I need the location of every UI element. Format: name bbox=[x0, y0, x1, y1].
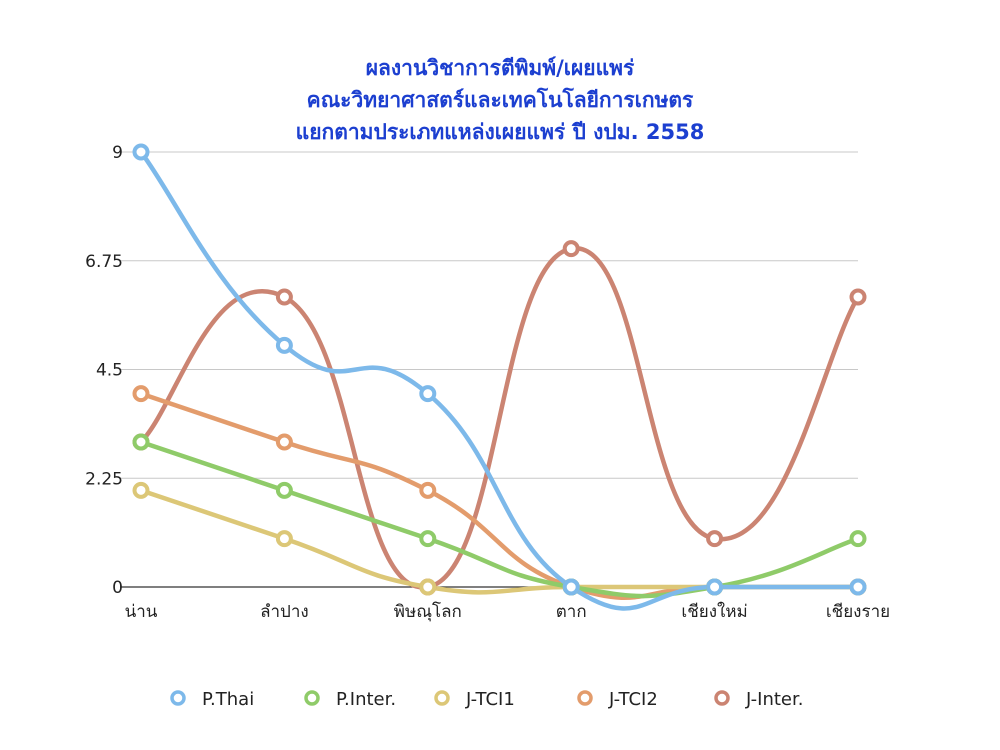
data-point-p-inter bbox=[132, 433, 150, 451]
x-tick-label: พิษณุโลก bbox=[394, 601, 462, 622]
data-point-j-tci2 bbox=[419, 481, 437, 499]
legend-label-j-tci1: J-TCI1 bbox=[465, 689, 515, 710]
series-line-j-inter bbox=[138, 246, 861, 590]
x-tick-label: น่าน bbox=[125, 602, 158, 622]
data-point-p-inter bbox=[419, 530, 437, 548]
data-point-p-thai bbox=[419, 385, 437, 403]
legend-label-p-thai: P.Thai bbox=[202, 689, 254, 710]
data-point-j-tci2 bbox=[132, 385, 150, 403]
data-point-j-tci2 bbox=[275, 433, 293, 451]
series-line-p-thai bbox=[138, 149, 861, 611]
x-tick-label: เชียงราย bbox=[826, 602, 890, 622]
data-point-p-thai bbox=[275, 336, 293, 354]
legend-label-j-inter: J-Inter. bbox=[745, 689, 803, 710]
y-tick-label: 6.75 bbox=[85, 252, 123, 272]
data-point-p-thai bbox=[849, 578, 867, 596]
data-point-p-inter bbox=[275, 481, 293, 499]
y-tick-label: 2.25 bbox=[85, 469, 123, 489]
y-tick-label: 4.5 bbox=[96, 361, 123, 381]
data-point-p-thai bbox=[132, 143, 150, 161]
x-tick-label: ตาก bbox=[556, 602, 587, 622]
data-point-j-inter bbox=[562, 240, 580, 258]
data-point-j-inter bbox=[706, 530, 724, 548]
legend-marker-j-tci1 bbox=[434, 690, 450, 706]
x-tick-label: ลำปาง bbox=[260, 602, 309, 622]
data-point-j-tci1 bbox=[132, 481, 150, 499]
y-tick-label: 9 bbox=[112, 143, 123, 163]
legend-marker-p-inter bbox=[304, 690, 320, 706]
chart-title-line-3: แยกตามประเภทแหล่งเผยแพร่ ปี งปม. 2558 bbox=[295, 120, 705, 144]
legend-marker-j-inter bbox=[714, 690, 730, 706]
data-point-p-thai bbox=[706, 578, 724, 596]
series-line-p-inter bbox=[138, 439, 861, 599]
chart-title-line-2: คณะวิทยาศาสตร์และเทคโนโลยีการเกษตร bbox=[306, 88, 694, 112]
chart-title-line-1: ผลงานวิชาการตีพิมพ์/เผยแพร่ bbox=[365, 56, 635, 80]
data-point-p-thai bbox=[562, 578, 580, 596]
legend-marker-p-thai bbox=[170, 690, 186, 706]
data-point-j-inter bbox=[849, 288, 867, 306]
legend-marker-j-tci2 bbox=[577, 690, 593, 706]
data-point-j-inter bbox=[275, 288, 293, 306]
data-point-p-inter bbox=[849, 530, 867, 548]
legend-label-p-inter: P.Inter. bbox=[336, 689, 396, 710]
data-point-j-tci1 bbox=[275, 530, 293, 548]
legend-label-j-tci2: J-TCI2 bbox=[608, 689, 658, 710]
x-tick-label: เชียงใหม่ bbox=[681, 601, 747, 622]
y-tick-label: 0 bbox=[112, 578, 123, 598]
data-point-j-tci1 bbox=[419, 578, 437, 596]
